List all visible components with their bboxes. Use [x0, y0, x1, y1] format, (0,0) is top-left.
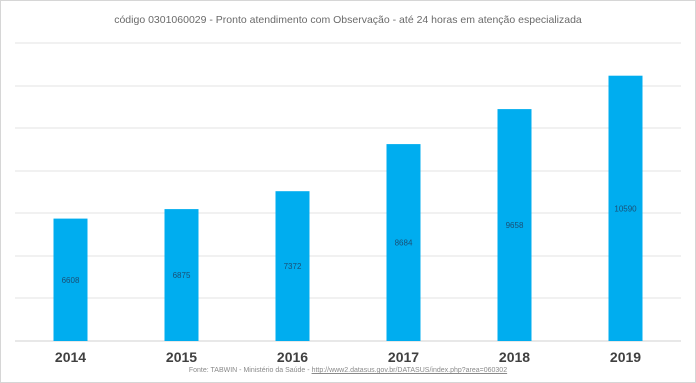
data-label-2019: 10590 — [614, 204, 637, 213]
source-link[interactable]: http://www2.datasus.gov.br/DATASUS/index… — [311, 367, 508, 374]
data-label-2018: 9658 — [506, 221, 524, 230]
x-tick-label-2016: 2016 — [277, 349, 308, 365]
x-tick-label-2017: 2017 — [388, 349, 419, 365]
source-prefix: Fonte: TABWIN - Ministério da Saúde - — [188, 367, 310, 374]
x-tick-label-2014: 2014 — [55, 349, 86, 365]
data-label-2017: 8684 — [395, 239, 413, 248]
chart-title: código 0301060029 - Pronto atendimento c… — [114, 14, 582, 26]
data-label-2016: 7372 — [284, 262, 302, 271]
x-tick-label-2015: 2015 — [166, 349, 197, 365]
data-label-2014: 6608 — [62, 276, 80, 285]
bar-2014 — [53, 218, 88, 341]
x-tick-label-2019: 2019 — [610, 349, 641, 365]
bar-2016 — [275, 191, 310, 341]
bar-2018 — [497, 109, 532, 341]
bar-2019 — [608, 75, 643, 341]
x-tick-label-2018: 2018 — [499, 349, 530, 365]
data-label-2015: 6875 — [173, 271, 191, 280]
source-note: Fonte: TABWIN - Ministério da Saúde - ht… — [1, 367, 695, 374]
bar-2017 — [386, 144, 421, 341]
bar-2015 — [164, 209, 199, 341]
